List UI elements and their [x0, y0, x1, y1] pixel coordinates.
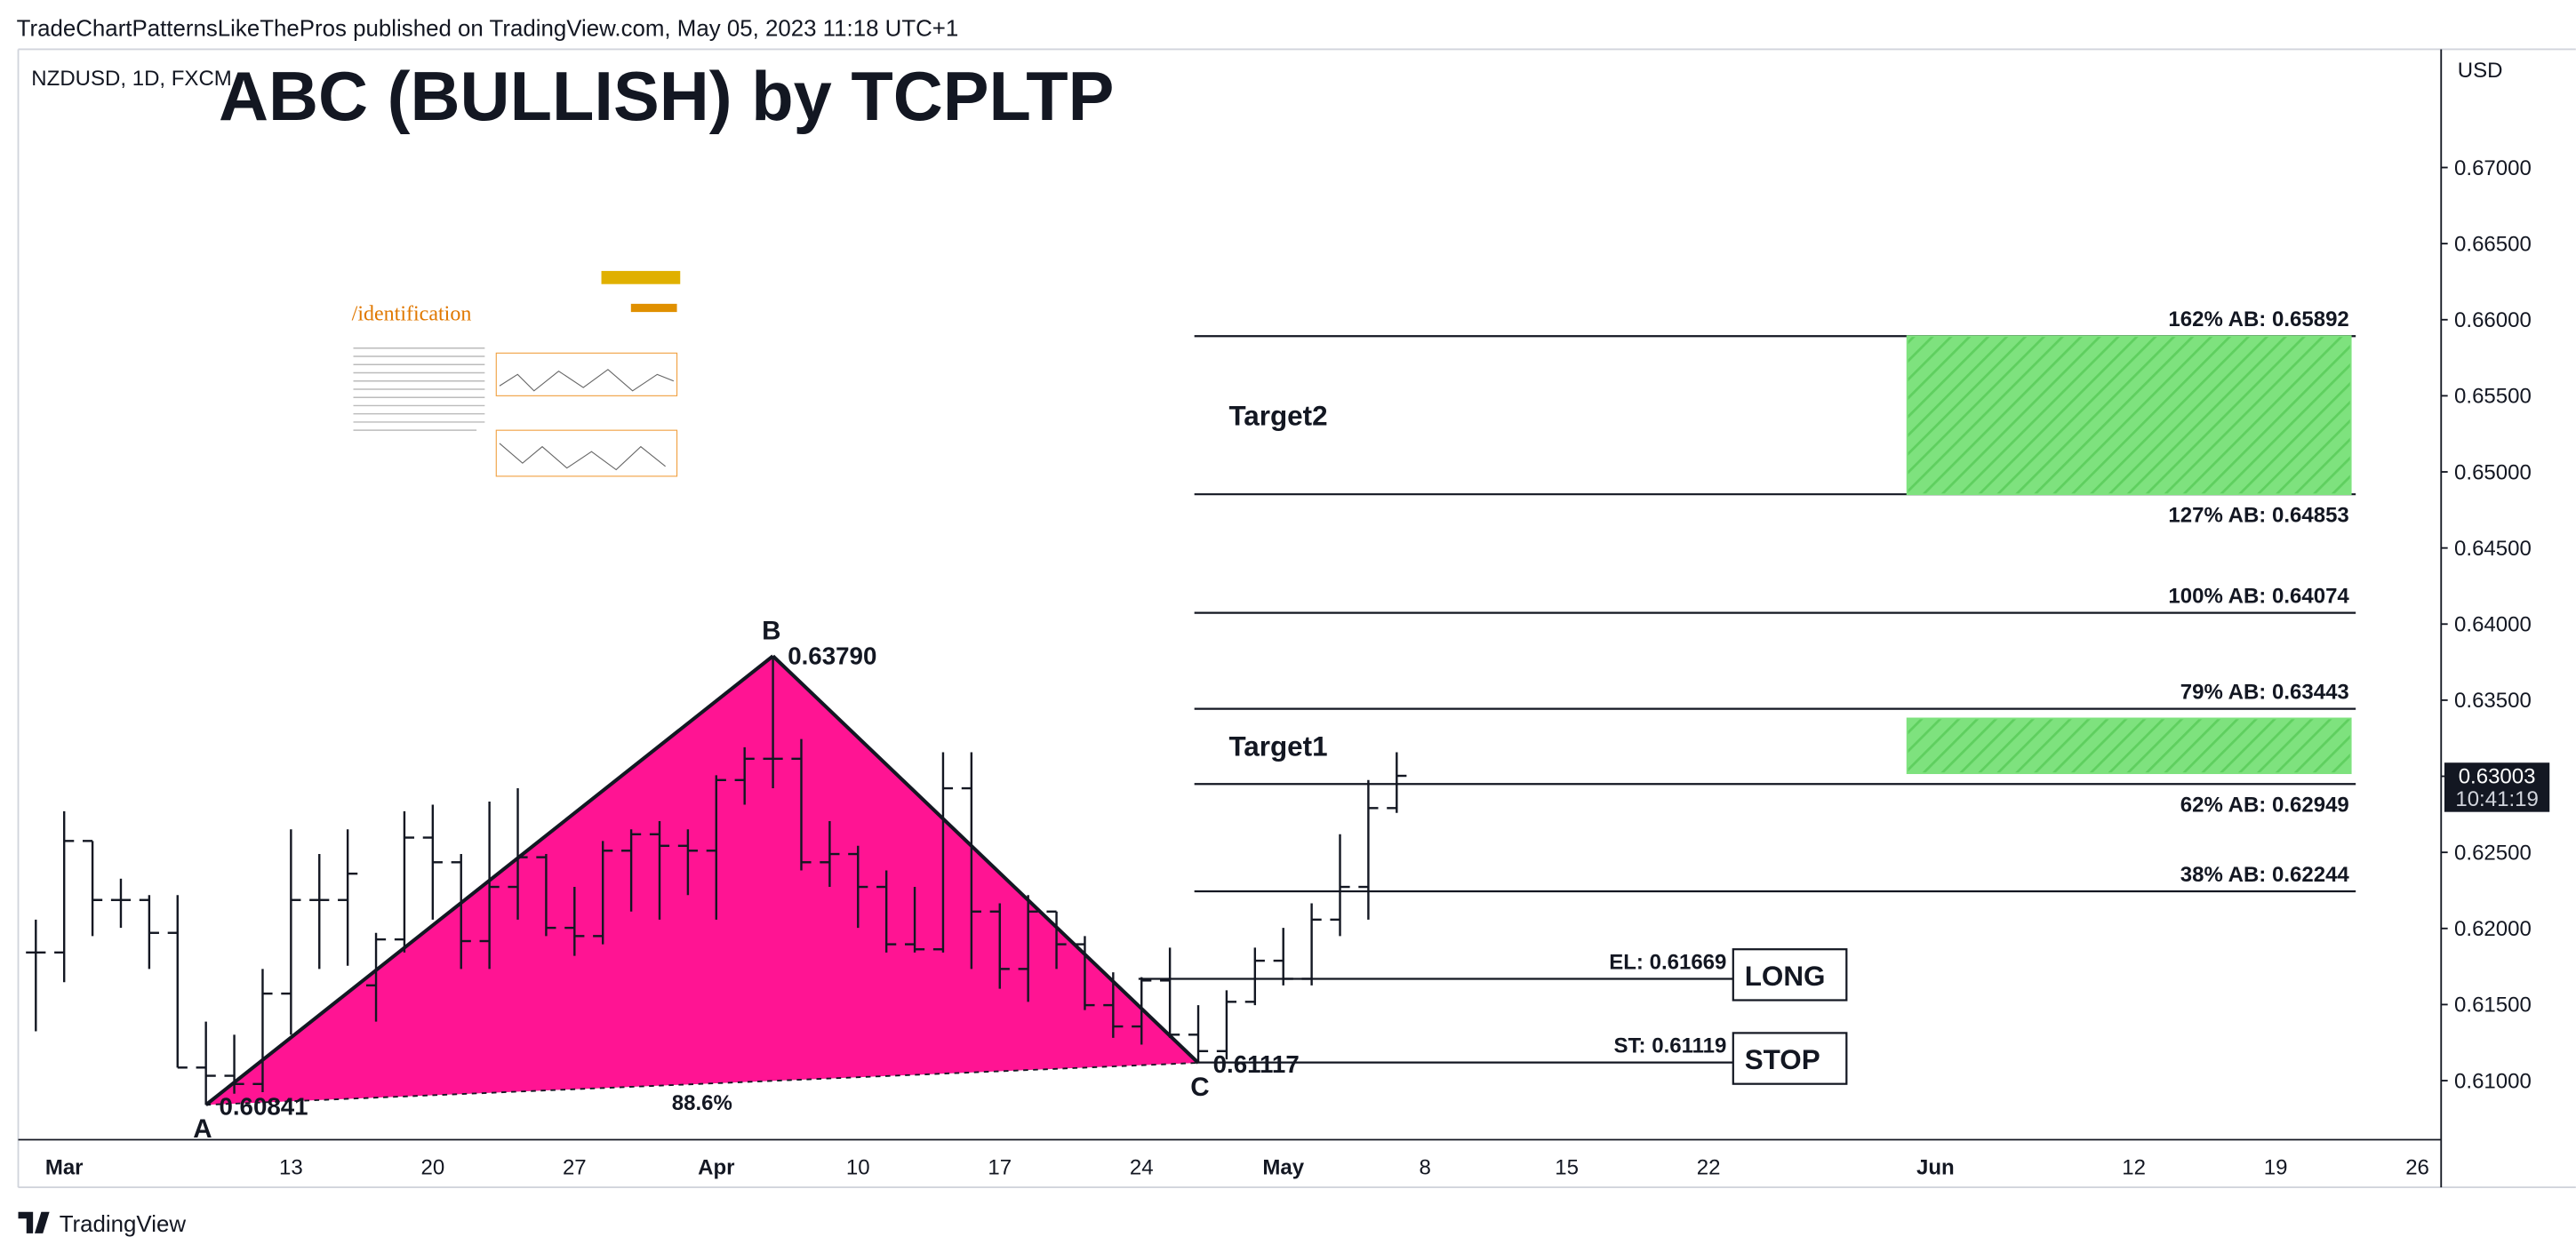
order-side: LONG	[1745, 961, 1826, 992]
header: TradeChartPatternsLikeThePros published …	[17, 17, 959, 42]
last-price-box	[2444, 762, 2550, 812]
last-price: 0.63003	[2459, 764, 2536, 788]
pattern-base	[205, 1062, 1199, 1106]
y-tick-label: 0.64500	[2454, 537, 2532, 561]
x-tick-label: 24	[1130, 1155, 1154, 1179]
y-tick-label: 0.65500	[2454, 385, 2532, 409]
inset-chart	[495, 429, 678, 477]
logo-icon	[18, 1211, 50, 1233]
x-tick-label: 27	[563, 1155, 587, 1179]
pattern-leg	[772, 654, 1200, 1065]
x-tick-label: 19	[2264, 1155, 2288, 1179]
y-tick-label: 0.67000	[2454, 156, 2532, 180]
countdown: 10:41:19	[2455, 787, 2538, 811]
target-label: Target1	[1228, 730, 1327, 762]
y-tick-label: 0.62000	[2454, 917, 2532, 941]
target-zone	[1906, 335, 2352, 496]
y-tick-label: 0.65000	[2454, 460, 2532, 484]
pattern-value: 0.60841	[219, 1092, 308, 1120]
pattern-fill	[205, 656, 1199, 1105]
pattern-point: A	[193, 1114, 212, 1144]
y-tick-label: 0.63500	[2454, 689, 2532, 713]
x-tick-label: Mar	[45, 1155, 84, 1179]
x-tick-label: 15	[1555, 1155, 1579, 1179]
inset-chart	[495, 352, 678, 396]
x-tick-label: Jun	[1916, 1155, 1955, 1179]
fib-level-label: 100% AB: 0.64074	[2168, 585, 2349, 609]
inset-text-lines	[353, 347, 485, 431]
x-tick-label: 10	[846, 1155, 870, 1179]
y-tick-label: 0.66000	[2454, 308, 2532, 332]
order-side: STOP	[1745, 1044, 1820, 1075]
inset-bar	[601, 270, 681, 284]
chart-title: ABC (BULLISH) by TCPLTP	[219, 59, 1114, 135]
retracement: 88.6%	[672, 1091, 732, 1115]
y-tick-label: 0.66500	[2454, 232, 2532, 256]
fib-level-label: 62% AB: 0.62949	[2180, 794, 2349, 818]
target-label: Target2	[1228, 400, 1327, 431]
x-tick-label: 26	[2405, 1155, 2429, 1179]
inset-line	[499, 443, 666, 471]
fib-level-label: 162% AB: 0.65892	[2168, 307, 2348, 331]
fib-level-label: 38% AB: 0.62244	[2180, 863, 2350, 887]
pattern-value: 0.61117	[1213, 1050, 1300, 1078]
inset-image: /identification	[349, 267, 683, 482]
footer: TradingView	[18, 1211, 187, 1237]
order-label: EL: 0.61669	[1609, 950, 1726, 974]
inset-bg	[349, 267, 683, 482]
y-tick-label: 0.62500	[2454, 841, 2532, 865]
currency: USD	[2458, 59, 2503, 83]
target-zone	[1906, 717, 2352, 775]
x-tick-label: 20	[420, 1155, 444, 1179]
plot-area	[26, 335, 2356, 1106]
pattern-value: 0.63790	[788, 642, 876, 669]
fib-level-label: 127% AB: 0.64853	[2168, 504, 2348, 528]
order-box	[1732, 948, 1848, 1002]
inset-heading: /identification	[352, 302, 472, 325]
x-tick-label: 17	[988, 1155, 1012, 1179]
inset-bar	[630, 303, 677, 313]
pattern-point: B	[762, 617, 780, 646]
symbol: NZDUSD, 1D, FXCM	[31, 67, 231, 91]
order-label: ST: 0.61119	[1614, 1034, 1727, 1058]
order-box	[1732, 1032, 1848, 1085]
inset-line	[499, 369, 675, 392]
fib-level-label: 79% AB: 0.63443	[2180, 681, 2349, 705]
y-tick-label: 0.61500	[2454, 994, 2532, 1018]
y-tick-label: 0.61000	[2454, 1069, 2532, 1093]
y-tick-label: 0.64000	[2454, 613, 2532, 637]
x-tick-label: 8	[1420, 1155, 1431, 1179]
x-tick-label: May	[1262, 1155, 1304, 1179]
x-tick-label: 12	[2122, 1155, 2146, 1179]
x-tick-label: 22	[1697, 1155, 1721, 1179]
x-tick-label: Apr	[698, 1155, 734, 1179]
x-tick-label: 13	[279, 1155, 303, 1179]
pattern-point: C	[1190, 1073, 1209, 1102]
footer-logo: TradingView	[60, 1212, 187, 1237]
